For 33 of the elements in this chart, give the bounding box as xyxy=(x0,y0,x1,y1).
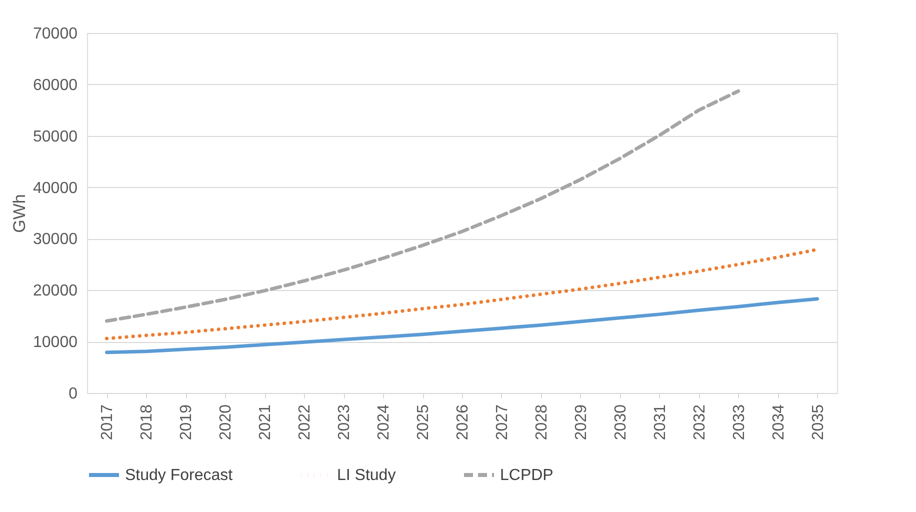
y-tick-label: 10000 xyxy=(33,334,78,352)
y-axis-title: GWh xyxy=(10,194,30,233)
x-tick-label: 2025 xyxy=(415,404,432,440)
x-tick-label: 2035 xyxy=(810,404,827,440)
y-tick-label: 0 xyxy=(68,386,78,402)
line-series xyxy=(104,297,820,354)
legend-label: Study Forecast xyxy=(125,467,234,484)
x-tick-label: 2032 xyxy=(691,404,708,440)
legend-label: LCPDP xyxy=(500,467,554,484)
x-tick-label: 2017 xyxy=(99,404,116,440)
y-tick-label: 50000 xyxy=(33,128,78,146)
y-tick-label: 20000 xyxy=(33,282,78,300)
x-tick-label: 2030 xyxy=(612,404,630,440)
y-tick-label: 30000 xyxy=(33,231,78,248)
x-tick-label: 2033 xyxy=(730,404,748,440)
x-tick-label: 2019 xyxy=(178,404,196,440)
legend-label: LI Study xyxy=(337,467,396,484)
y-tick-label: 70000 xyxy=(33,26,78,42)
x-tick-label: 2018 xyxy=(138,404,156,440)
x-tick-label: 2028 xyxy=(533,404,550,440)
x-tick-label: 2024 xyxy=(376,404,393,440)
x-tick-label: 2031 xyxy=(652,404,669,440)
x-tick-label: 2027 xyxy=(494,404,511,440)
y-tick-label: 40000 xyxy=(33,180,78,197)
x-tick-label: 2021 xyxy=(257,404,274,440)
x-tick-label: 2022 xyxy=(296,404,314,440)
x-tick-label: 2020 xyxy=(218,404,235,440)
y-tick-label: 60000 xyxy=(33,76,78,94)
x-tick-label: 2029 xyxy=(572,404,590,440)
x-tick-label: 2023 xyxy=(336,404,354,440)
x-tick-label: 2034 xyxy=(770,404,788,440)
x-tick-label: 2026 xyxy=(454,404,472,440)
line-series xyxy=(104,89,740,323)
